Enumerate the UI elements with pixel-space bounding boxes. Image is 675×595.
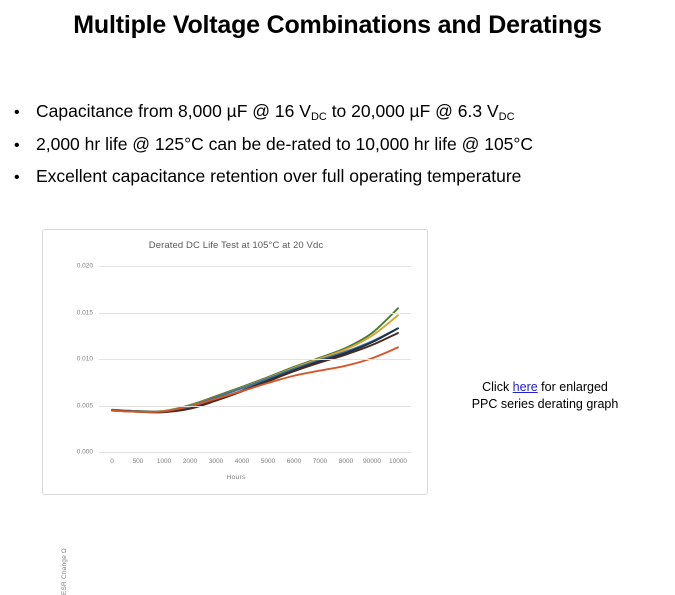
caption-line2: PPC series derating graph <box>471 397 619 411</box>
chart-x-tick-label: 4000 <box>234 458 250 465</box>
chart-series-line-6 <box>112 347 398 412</box>
bullet-marker-icon: • <box>14 169 20 186</box>
chart-x-tick-label: 6000 <box>286 458 302 465</box>
bullet-list: • Capacitance from 8,000 µF @ 16 VDC to 2… <box>14 96 659 193</box>
chart-x-tick-label: 2000 <box>182 458 198 465</box>
chart-gridline <box>99 452 411 453</box>
bullet-item-3: • Excellent capacitance retention over fu… <box>14 161 659 193</box>
bullet-text: Capacitance from 8,000 µF @ 16 VDC to 20… <box>36 101 515 123</box>
chart-gridline <box>99 312 411 314</box>
chart-gridline <box>99 266 411 267</box>
chart-x-tick-label: 500 <box>132 458 144 465</box>
chart-x-tick-label: 90000 <box>362 458 382 465</box>
chart-x-axis-title: Hours <box>226 474 246 481</box>
chart-x-axis-ticks: 0 500 1000 2000 3000 4000 5000 6000 7000 8000 9000… <box>99 458 411 470</box>
chart-y-tick-label: 0.020 <box>76 262 93 270</box>
chart-x-tick-label: 1000 <box>156 458 172 465</box>
chart-plot-area: 0.020 0.015 0.010 0.005 0.000 <box>77 263 411 456</box>
enlarged-graph-caption: Click here for enlarged PPC series derat… <box>452 379 638 413</box>
bullet-text: 2,000 hr life @ 125°C can be de-rated to… <box>36 134 534 154</box>
chart-x-tick-label: 0 <box>110 458 114 465</box>
chart-series-line-4 <box>112 328 398 412</box>
chart-title: Derated DC Life Test at 105°C at 20 Vdc <box>148 240 324 251</box>
here-link[interactable]: here <box>512 380 538 394</box>
bullet-text: Excellent capacitance retention over ful… <box>36 166 522 186</box>
chart-y-tick-label: 0.005 <box>76 402 93 409</box>
caption-before: Click <box>482 380 513 394</box>
bullet-item-1: • Capacitance from 8,000 µF @ 16 VDC to 2… <box>14 96 659 129</box>
bullet-item-2: • 2,000 hr life @ 125°C can be de-rated t… <box>14 129 659 161</box>
chart-gridline <box>99 359 411 360</box>
chart-y-tick-label: 0.015 <box>76 309 93 316</box>
chart-x-tick-label: 5000 <box>260 458 276 465</box>
chart-x-tick-label: 10000 <box>388 458 408 465</box>
page-title: Multiple Voltage Combinations and Derati… <box>73 11 602 39</box>
chart-x-tick-label: 7000 <box>312 458 328 465</box>
chart-series-line-3 <box>112 328 398 411</box>
bullet-marker-icon: • <box>14 104 20 121</box>
chart-y-tick-label: 0.000 <box>76 448 93 456</box>
caption-after: for enlarged <box>537 380 608 394</box>
chart-series-layer <box>99 266 411 452</box>
chart-x-tick-label: 3000 <box>208 458 224 465</box>
bullet-marker-icon: • <box>14 137 20 154</box>
chart-y-tick-label: 0.010 <box>76 355 93 363</box>
chart-y-axis-title: ESR Change Ω <box>61 548 68 595</box>
chart-x-tick-label: 8000 <box>338 458 354 465</box>
derating-chart: Derated DC Life Test at 105°C at 20 Vdc … <box>42 229 428 595</box>
chart-gridline <box>99 405 411 407</box>
